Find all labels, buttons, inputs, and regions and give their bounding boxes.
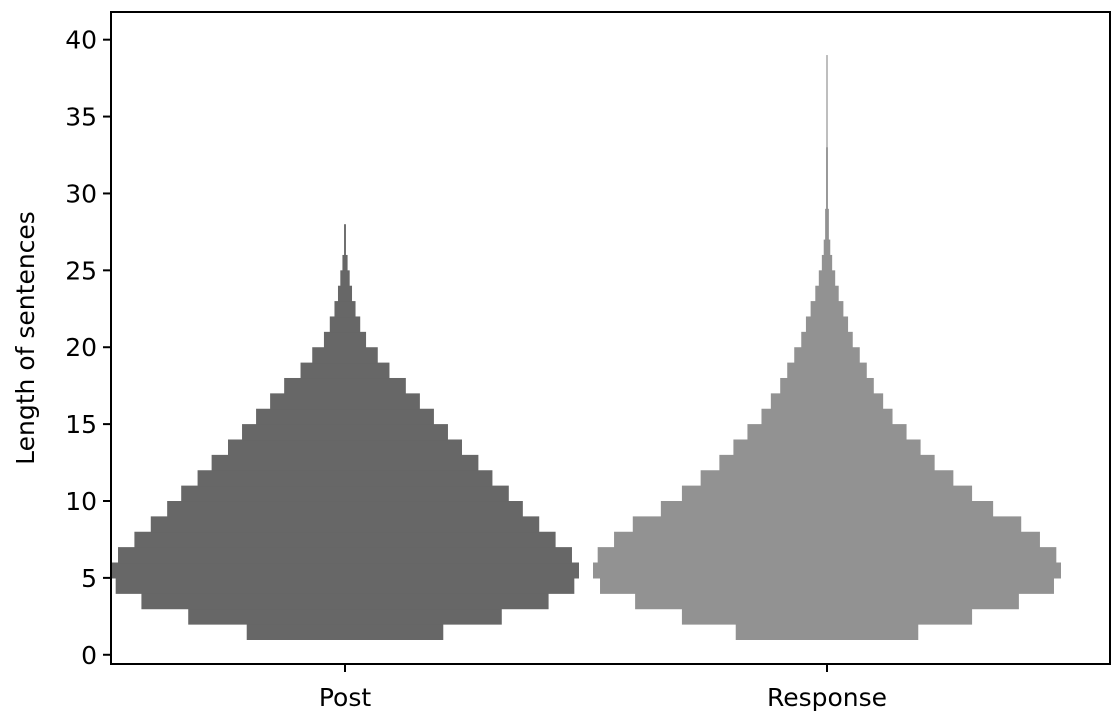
bar-post-7: [150, 516, 540, 533]
bar-response-21: [810, 301, 844, 318]
bar-response-3: [600, 577, 1054, 594]
series-post: [111, 224, 579, 640]
bar-response-0: [735, 624, 919, 640]
bar-response-27: [826, 147, 828, 210]
bar-post-24: [342, 254, 348, 271]
bar-post-23: [340, 270, 350, 287]
y-tick-label: 5: [81, 564, 97, 593]
bar-response-2: [635, 593, 1019, 610]
bar-response-8: [660, 501, 994, 517]
bar-response-1: [681, 608, 973, 625]
bar-post-25: [344, 224, 346, 256]
bar-post-0: [246, 624, 444, 640]
bar-post-18: [312, 347, 378, 364]
bar-response-23: [818, 270, 836, 287]
y-tick-label: 0: [81, 641, 97, 670]
bar-post-19: [323, 331, 367, 348]
bar-response-7: [632, 516, 1022, 533]
bar-post-21: [334, 301, 356, 318]
x-axis: Post Response: [319, 664, 887, 712]
bar-post-13: [242, 424, 448, 441]
bar-response-26: [825, 208, 829, 241]
bar-response-22: [815, 285, 839, 302]
y-axis-label: Length of sentences: [11, 211, 40, 465]
y-tick-label: 15: [65, 410, 97, 439]
bar-post-11: [211, 454, 479, 471]
bar-post-9: [181, 485, 509, 502]
bar-post-10: [197, 470, 493, 487]
bar-response-4: [593, 562, 1061, 579]
y-axis: 0 5 10 15 20 25 30 35 40: [65, 26, 111, 670]
bar-response-5: [597, 547, 1057, 564]
bar-response-6: [614, 531, 1040, 548]
bar-post-16: [284, 377, 406, 394]
bar-post-14: [256, 408, 434, 425]
bar-response-20: [805, 316, 849, 333]
bar-post-1: [188, 608, 502, 625]
y-tick-label: 10: [65, 487, 97, 516]
bar-response-13: [747, 424, 907, 441]
bar-post-4: [111, 562, 579, 579]
bar-post-6: [134, 531, 556, 548]
plot-frame: [110, 11, 1111, 665]
bar-post-5: [118, 547, 572, 564]
bar-response-16: [780, 377, 874, 394]
bar-response-19: [801, 331, 853, 348]
bar-response-14: [761, 408, 893, 425]
bar-response-24: [821, 254, 833, 271]
x-tick-label-post: Post: [319, 683, 372, 712]
y-tick-label: 30: [65, 179, 97, 208]
y-tick-label: 20: [65, 333, 97, 362]
bar-post-17: [300, 362, 390, 379]
y-tick-label: 35: [65, 103, 97, 132]
x-tick-label-response: Response: [767, 683, 887, 712]
bar-post-20: [329, 316, 361, 333]
bar-response-17: [787, 362, 867, 379]
bar-response-28: [826, 55, 828, 148]
bar-post-22: [337, 285, 353, 302]
bar-response-18: [794, 347, 860, 364]
bar-post-2: [141, 593, 549, 610]
bar-post-15: [270, 393, 420, 410]
bar-response-15: [770, 393, 884, 410]
bar-response-25: [823, 239, 831, 256]
y-tick-label: 40: [65, 26, 97, 55]
bar-post-12: [228, 439, 462, 456]
bar-response-11: [719, 454, 935, 471]
bar-response-10: [700, 470, 954, 487]
bar-response-12: [733, 439, 921, 456]
y-tick-label: 25: [65, 256, 97, 285]
chart-marks: [111, 55, 1061, 640]
bar-response-9: [681, 485, 973, 502]
bar-post-8: [167, 501, 523, 517]
series-response: [593, 55, 1061, 640]
bar-post-3: [115, 577, 575, 594]
